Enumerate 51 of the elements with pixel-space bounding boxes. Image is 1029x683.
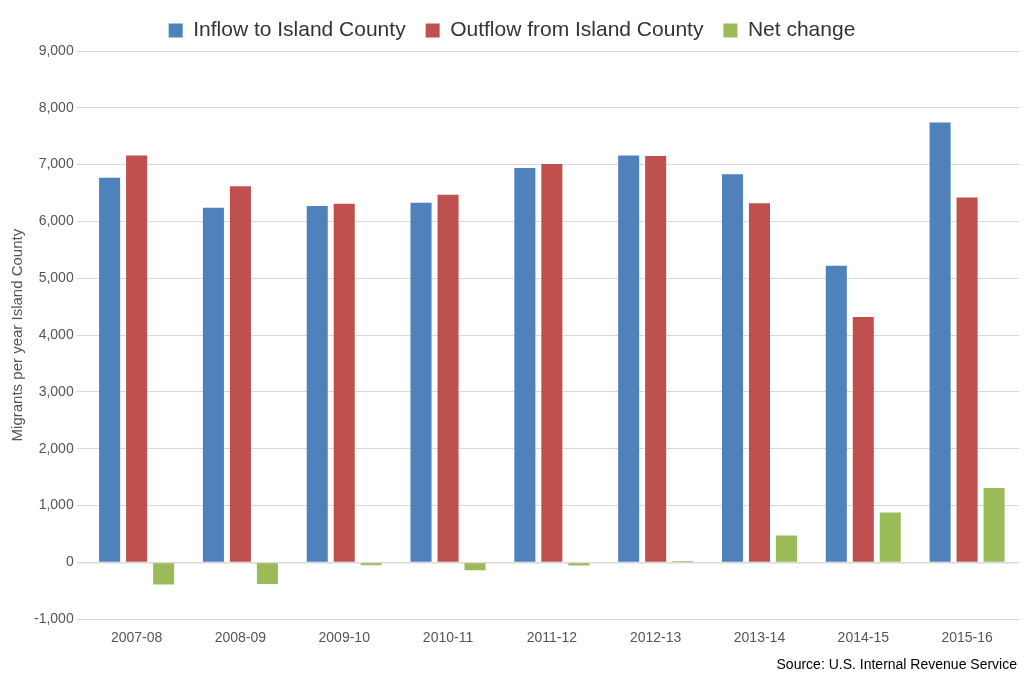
bar: [956, 197, 978, 562]
y-axis-title: Migrants per year Island County: [8, 228, 26, 442]
bar: [410, 202, 432, 562]
bar: [775, 535, 797, 562]
bar: [333, 203, 355, 562]
y-tick-label: 9,000: [38, 41, 74, 58]
x-tick-label: 2014-15: [837, 629, 890, 646]
y-tick-label: 2,000: [38, 439, 74, 456]
bar: [541, 164, 563, 562]
bar: [153, 563, 175, 585]
bar: [256, 563, 278, 584]
x-tick-label: 2010-11: [422, 629, 474, 646]
bar: [437, 194, 459, 562]
x-tick-label: 2011-12: [526, 629, 578, 646]
bar: [721, 174, 744, 562]
bar: [126, 155, 148, 562]
bar: [229, 186, 251, 562]
bar: [99, 177, 121, 562]
bar: [360, 563, 382, 566]
y-tick-label: 3,000: [38, 382, 74, 399]
x-tick-label: 2008-09: [214, 629, 267, 646]
x-tick-label: 2013-14: [733, 629, 786, 646]
y-tick-label: 6,000: [38, 212, 74, 229]
x-tick-label: 2015-16: [941, 629, 993, 646]
bar: [852, 316, 874, 562]
legend-label: Net change: [747, 17, 856, 41]
x-tick-label: 2012-13: [629, 629, 682, 646]
bar: [929, 122, 951, 562]
y-tick-label: 5,000: [38, 269, 74, 286]
bar: [983, 487, 1005, 562]
y-tick-label: 7,000: [38, 155, 74, 172]
bar: [825, 265, 847, 562]
y-tick-label: -1,000: [33, 610, 74, 627]
bar: [464, 563, 486, 571]
bar: [645, 156, 667, 562]
bar: [514, 168, 536, 562]
source-note: Source: U.S. Internal Revenue Service: [776, 656, 1017, 672]
bar: [879, 512, 901, 562]
bar: [568, 563, 590, 566]
y-tick-label: 4,000: [38, 325, 74, 342]
bar: [202, 207, 224, 562]
y-tick-label: 8,000: [38, 98, 74, 115]
x-tick-label: 2009-10: [318, 629, 371, 646]
y-tick-label: 0: [65, 553, 74, 570]
bar: [306, 206, 328, 562]
legend-label: Outflow from Island County: [450, 17, 704, 41]
bar: [748, 203, 770, 562]
legend-label: Inflow to Island County: [193, 17, 407, 41]
bar: [618, 155, 640, 562]
y-tick-label: 1,000: [38, 496, 74, 513]
x-tick-label: 2007-08: [110, 629, 163, 646]
